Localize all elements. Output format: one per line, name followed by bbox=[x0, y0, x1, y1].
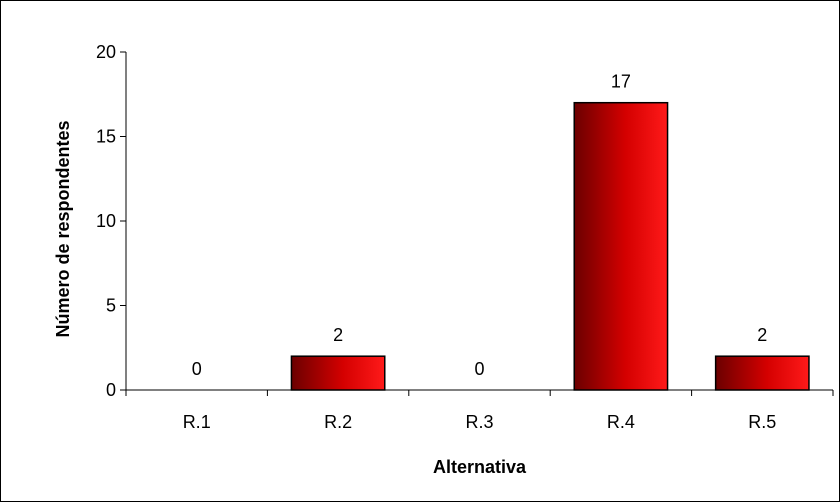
x-tick-label: R.3 bbox=[465, 412, 493, 432]
bars-layer bbox=[290, 101, 810, 391]
y-ticks: 0 5 10 15 20 bbox=[96, 42, 126, 400]
data-label: 2 bbox=[757, 325, 767, 345]
x-tick-label: R.1 bbox=[183, 412, 211, 432]
y-tick-label: 5 bbox=[106, 296, 116, 316]
data-label: 2 bbox=[333, 325, 343, 345]
x-tick-label: R.5 bbox=[748, 412, 776, 432]
x-ticks: R.1 R.2 R.3 R.4 R.5 bbox=[125, 390, 834, 432]
y-axis-title: Número de respondentes bbox=[53, 120, 73, 337]
bar-r2 bbox=[290, 355, 386, 391]
x-tick-label: R.2 bbox=[324, 412, 352, 432]
data-label: 0 bbox=[474, 359, 484, 379]
bar-r5 bbox=[714, 355, 810, 391]
x-tick-label: R.4 bbox=[607, 412, 635, 432]
bar-r4 bbox=[573, 101, 669, 391]
data-labels: 0 2 0 17 2 bbox=[192, 72, 768, 379]
y-tick-label: 0 bbox=[106, 380, 116, 400]
axes-layer bbox=[125, 52, 833, 391]
y-tick-label: 15 bbox=[96, 127, 116, 147]
x-axis-title: Alternativa bbox=[433, 457, 527, 477]
y-tick-label: 10 bbox=[96, 211, 116, 231]
data-label: 0 bbox=[192, 359, 202, 379]
data-label: 17 bbox=[611, 72, 631, 92]
y-tick-label: 20 bbox=[96, 42, 116, 62]
